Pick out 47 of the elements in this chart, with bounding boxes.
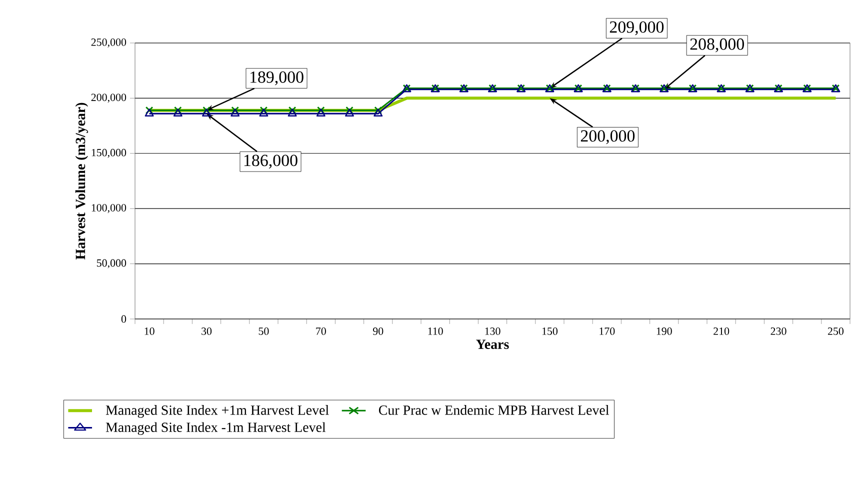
x-tick-label: 90 <box>372 328 384 335</box>
annotation: 200,000 <box>580 130 635 144</box>
y-tick-label: 150,000 <box>92 148 126 158</box>
x-tick-label: 230 <box>770 328 786 335</box>
x-tick-label: 210 <box>714 328 730 335</box>
x-tick-label: 10 <box>144 328 154 335</box>
y-tick-label: 200,000 <box>91 94 126 103</box>
x-tick-label: 110 <box>428 328 443 335</box>
annotation: 209,000 <box>610 21 664 36</box>
y-tick-label: 50,000 <box>96 259 126 268</box>
x-tick-label: 170 <box>600 328 615 335</box>
point <box>345 108 354 116</box>
annotation: 186,000 <box>244 154 298 169</box>
point <box>144 108 154 116</box>
point <box>288 108 297 116</box>
point <box>174 106 182 114</box>
point <box>145 106 154 114</box>
x-tick-label: 50 <box>258 328 269 335</box>
x-tick-label: 70 <box>316 328 326 335</box>
point <box>374 108 383 116</box>
y-axis-title: Harvest Volume (m3/year) <box>75 102 88 260</box>
point <box>346 106 354 114</box>
legend-label: Cur Prac w Endemic MPB Harvest Level <box>378 405 609 415</box>
x-tick-label: 130 <box>485 328 500 335</box>
x-axis-title: Years <box>476 340 509 350</box>
point <box>288 106 296 114</box>
point <box>230 108 240 116</box>
y-tick-label: 0 <box>121 315 126 323</box>
x-tick-label: 190 <box>656 328 672 335</box>
legend-label: Managed Site Index +1m Harvest Level <box>106 405 329 418</box>
point <box>259 108 268 116</box>
x-tick-label: 250 <box>828 328 844 335</box>
y-tick-label: 250,000 <box>91 38 126 48</box>
annotation: 189,000 <box>250 71 304 86</box>
x-tick-label: 150 <box>542 328 558 335</box>
point <box>202 108 212 116</box>
point <box>231 106 240 114</box>
legend-label: Managed Site Index -1m Harvest Level <box>106 422 326 435</box>
point <box>316 106 325 114</box>
annotation: 208,000 <box>690 38 744 52</box>
y-tick-label: 100,000 <box>92 204 126 214</box>
point <box>202 106 210 114</box>
point <box>173 108 182 116</box>
point <box>374 106 382 114</box>
point <box>316 108 326 116</box>
point <box>260 106 268 114</box>
x-tick-label: 30 <box>202 328 212 335</box>
